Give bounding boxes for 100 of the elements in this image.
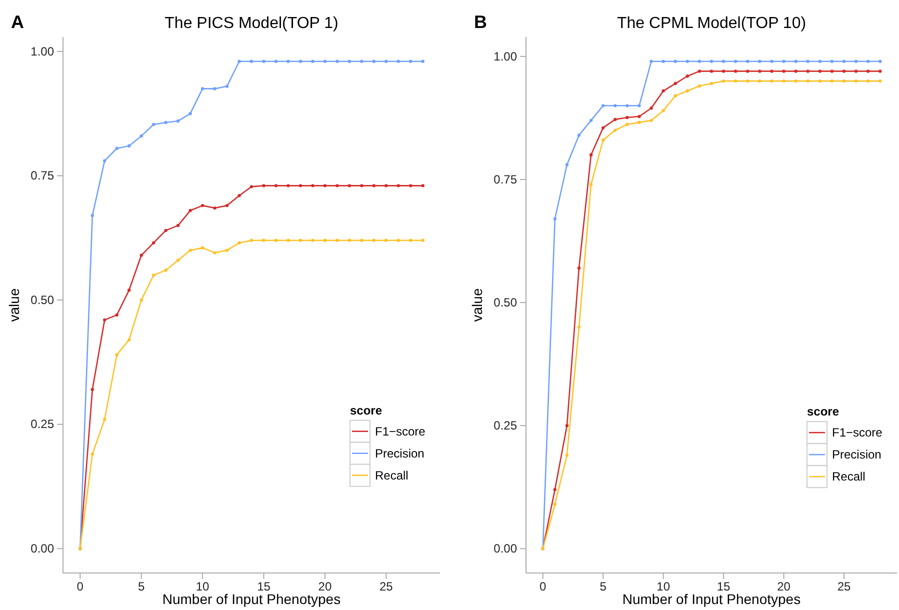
y-tick-label: 0.00 — [494, 541, 518, 556]
point — [274, 184, 278, 188]
y-axis-title: value — [6, 288, 22, 322]
point — [866, 79, 870, 83]
point — [311, 238, 314, 242]
point — [274, 238, 278, 242]
point — [115, 313, 118, 317]
point — [830, 70, 834, 73]
point — [311, 60, 314, 63]
x-axis-title: Number of Input Phenotypes — [162, 591, 341, 607]
point — [806, 79, 810, 83]
x-tick-label: 20 — [777, 580, 791, 594]
point — [262, 60, 266, 63]
point — [842, 60, 846, 63]
point — [830, 60, 834, 63]
point — [662, 60, 665, 63]
point — [674, 60, 677, 63]
point — [238, 60, 241, 63]
point — [638, 104, 641, 108]
point — [806, 60, 810, 63]
point — [188, 112, 192, 116]
point — [782, 60, 786, 63]
point — [842, 79, 846, 83]
point — [818, 79, 822, 83]
point — [818, 60, 822, 63]
point — [336, 184, 339, 188]
x-tick-label: 10 — [196, 580, 210, 594]
legend-label: F1−score — [832, 426, 883, 440]
point — [421, 238, 424, 242]
point — [238, 241, 241, 244]
point — [298, 184, 302, 188]
point — [770, 60, 774, 63]
point — [553, 502, 557, 506]
point — [746, 70, 750, 73]
point — [565, 454, 569, 457]
point — [298, 60, 302, 63]
point — [250, 60, 254, 63]
point — [90, 452, 94, 456]
point — [225, 248, 229, 252]
point — [372, 60, 376, 63]
chart-title: The PICS Model(TOP 1) — [164, 15, 338, 32]
point — [103, 418, 106, 421]
point — [200, 204, 204, 208]
point — [794, 60, 798, 63]
point — [734, 70, 738, 73]
legend-label: Recall — [375, 468, 408, 482]
point — [164, 120, 168, 124]
point — [722, 70, 726, 73]
point — [686, 89, 690, 92]
point — [746, 60, 750, 63]
y-axis-title: value — [469, 288, 485, 322]
point — [638, 114, 641, 118]
point — [698, 70, 702, 73]
point — [90, 214, 94, 218]
point — [152, 274, 156, 277]
point — [638, 120, 641, 124]
point — [409, 60, 412, 63]
point — [758, 79, 762, 83]
point — [128, 288, 131, 292]
legend-label: Precision — [832, 448, 882, 462]
point — [213, 251, 216, 254]
point — [589, 118, 593, 122]
text: A — [11, 12, 24, 32]
point — [421, 184, 424, 188]
point — [188, 248, 192, 252]
point — [286, 60, 290, 63]
point — [348, 238, 352, 242]
point — [176, 224, 180, 228]
point — [674, 94, 677, 98]
point — [128, 144, 131, 148]
point — [830, 79, 834, 83]
point — [238, 194, 241, 198]
x-tick-label: 15 — [716, 580, 731, 594]
point — [225, 204, 229, 208]
point — [878, 70, 882, 73]
point — [746, 79, 750, 83]
point — [200, 87, 204, 90]
point — [710, 82, 714, 86]
point — [589, 182, 593, 186]
point — [626, 116, 629, 120]
point — [336, 238, 339, 242]
point — [866, 60, 870, 63]
point — [662, 108, 665, 112]
point — [103, 318, 106, 322]
legend-label: F1−score — [375, 424, 426, 438]
point — [818, 70, 822, 73]
point — [565, 163, 569, 166]
point — [734, 79, 738, 83]
legend-title: score — [350, 403, 382, 418]
point — [311, 184, 314, 188]
point — [372, 238, 376, 242]
point — [686, 60, 690, 63]
y-tick-label: 0.75 — [494, 172, 518, 186]
point — [854, 79, 858, 83]
point — [734, 60, 738, 63]
point — [274, 60, 278, 63]
point — [396, 60, 400, 63]
point — [650, 106, 653, 110]
point — [396, 238, 400, 242]
point — [794, 79, 798, 83]
